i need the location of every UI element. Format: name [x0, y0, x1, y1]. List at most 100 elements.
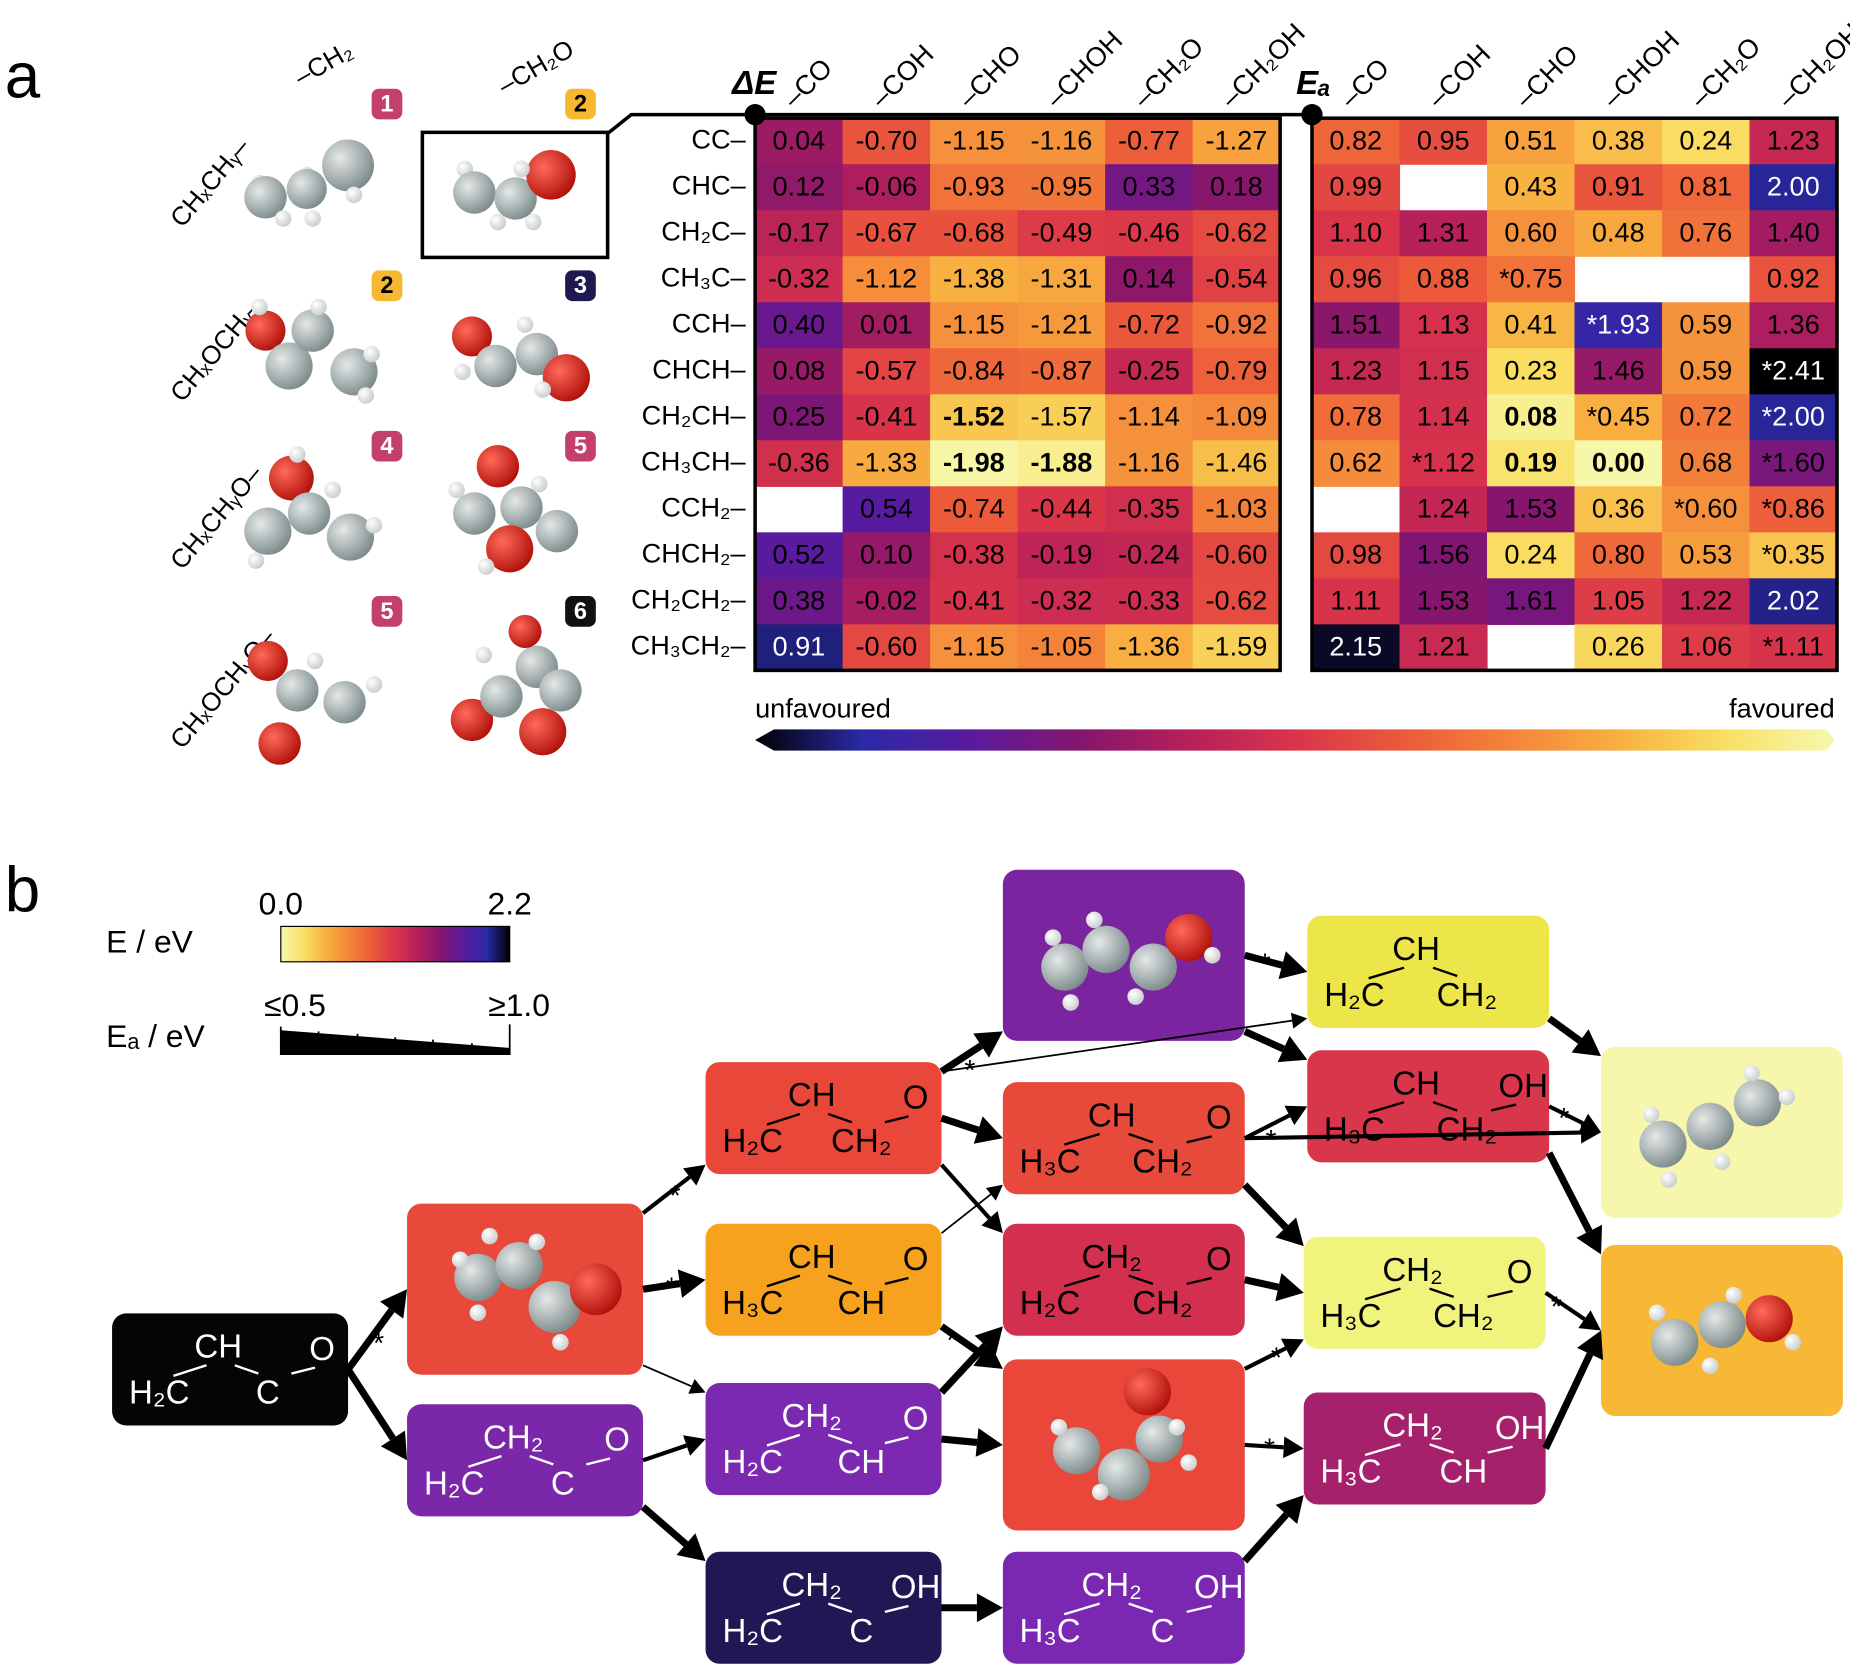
atom-label: OH — [1495, 1409, 1545, 1446]
cell-value: -1.27 — [1205, 125, 1267, 156]
atom — [1091, 1483, 1109, 1501]
heatmap-cell — [930, 256, 1019, 303]
atom-label: H₂C — [1324, 976, 1385, 1013]
atom — [477, 558, 495, 575]
heatmap-cell — [1749, 532, 1838, 579]
atom-label: CH — [194, 1328, 242, 1365]
atom — [469, 1304, 487, 1322]
heatmap-cell — [1662, 394, 1751, 441]
bond — [1364, 1287, 1401, 1301]
heatmap-cell — [1105, 164, 1194, 211]
atom-label: C — [256, 1374, 280, 1411]
heatmap-cell — [1311, 394, 1401, 441]
column-label: –CO — [1334, 52, 1395, 113]
arrow-head — [1277, 1035, 1308, 1063]
legend-tick: ≤0.5 — [264, 987, 326, 1023]
bond — [1432, 966, 1458, 978]
atom — [539, 669, 582, 712]
badge-number: 4 — [380, 433, 393, 459]
atom — [1639, 1120, 1687, 1168]
atom — [269, 455, 314, 501]
cell-value: 0.91 — [1592, 171, 1645, 202]
atom — [494, 177, 537, 220]
heatmap-cell — [1192, 394, 1281, 441]
atom — [451, 316, 492, 357]
heatmap-cell — [1192, 302, 1281, 349]
heatmap-cell — [930, 578, 1019, 625]
atom — [363, 345, 380, 363]
row-label: CH₂C– — [661, 215, 746, 246]
heatmap-cell — [1487, 118, 1576, 165]
heatmap-cell — [1487, 348, 1576, 395]
species-box — [705, 1223, 942, 1336]
heatmap-cell — [1749, 256, 1838, 303]
cell-value: 0.38 — [772, 585, 825, 616]
cell-value: 1.15 — [1417, 355, 1470, 386]
heatmap-title: Eₐ — [1296, 64, 1331, 101]
cell-value: -0.44 — [1030, 493, 1092, 524]
arrow-head — [1284, 1105, 1308, 1126]
arrow-head — [1576, 1224, 1603, 1255]
bond — [1128, 1274, 1154, 1286]
heatmap-cell — [1192, 578, 1281, 625]
atom — [365, 516, 383, 534]
atom — [530, 475, 548, 493]
atom — [528, 1233, 546, 1251]
atom — [1062, 994, 1079, 1011]
species-box — [1002, 1551, 1245, 1664]
reaction-arrow — [641, 1175, 691, 1215]
cell-value: 0.25 — [772, 401, 825, 432]
atom-label: H₂C — [129, 1374, 190, 1411]
heatmap-cell — [1017, 302, 1106, 349]
reaction-arrow — [1242, 1512, 1290, 1564]
bond — [766, 1602, 801, 1616]
cell-value: -0.95 — [1030, 171, 1092, 202]
heatmap-cell — [1105, 578, 1194, 625]
arrow-head — [1275, 1273, 1304, 1302]
cell-value: 1.36 — [1767, 309, 1820, 340]
heatmap-cell — [1487, 486, 1576, 533]
arrow-head — [976, 1593, 1003, 1623]
row-label: CHC– — [672, 169, 747, 200]
heatmap-cell — [755, 164, 844, 211]
atom — [1168, 1418, 1186, 1436]
atom — [289, 446, 306, 463]
heatmap-cell — [1017, 394, 1106, 441]
cell-value: -0.68 — [943, 217, 1005, 248]
heatmap-cell — [1749, 624, 1838, 671]
arrow-head — [1571, 1029, 1602, 1057]
bond — [884, 1276, 909, 1286]
cell-value: -0.35 — [1118, 493, 1180, 524]
cell-value: 0.98 — [1329, 539, 1382, 570]
atom — [247, 552, 265, 569]
cell-value: 0.92 — [1767, 263, 1820, 294]
cell-value: 0.04 — [772, 125, 825, 156]
heatmap-cell — [1487, 440, 1576, 487]
cell-value: -1.33 — [855, 447, 917, 478]
cell-value: -1.52 — [943, 401, 1005, 432]
row-label: CHCH– — [652, 353, 746, 384]
heatmap-cell — [1017, 256, 1106, 303]
heatmap-cell — [842, 118, 931, 165]
heatmap-cell — [1017, 164, 1106, 211]
reaction-arrow — [1545, 1151, 1593, 1233]
cell-value: 1.21 — [1417, 631, 1470, 662]
atom — [489, 213, 507, 231]
cell-value: 1.51 — [1329, 309, 1382, 340]
cell-value: -0.70 — [855, 125, 917, 156]
cell-value: 0.38 — [1592, 125, 1645, 156]
species-box — [1002, 1082, 1245, 1195]
reaction-arrow — [1243, 1028, 1286, 1053]
atom — [323, 680, 366, 724]
heatmap-cell — [1105, 532, 1194, 579]
heatmap-cell — [1574, 118, 1663, 165]
cell-value: 1.11 — [1330, 585, 1381, 616]
atom-label: CH — [1088, 1096, 1136, 1133]
arrow-head — [1275, 1217, 1304, 1247]
heatmap-cell — [930, 210, 1019, 257]
cell-value: -1.15 — [943, 125, 1005, 156]
cell-value: -1.03 — [1205, 493, 1267, 524]
cell-value: -0.57 — [855, 355, 917, 386]
cell-value: -0.49 — [1030, 217, 1092, 248]
heatmap-cell — [842, 256, 931, 303]
